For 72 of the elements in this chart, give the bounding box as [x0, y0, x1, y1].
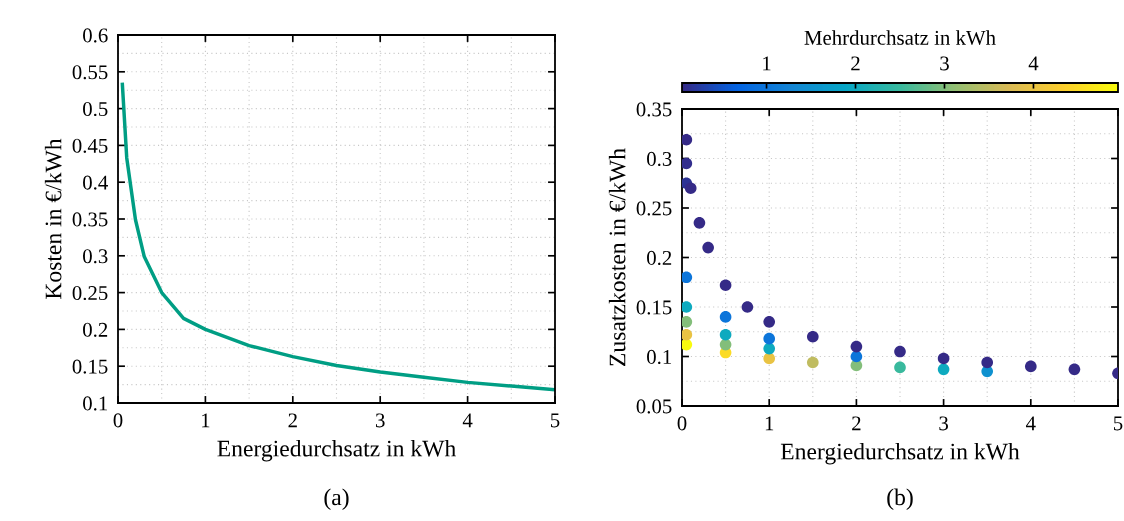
y-tick-label: 0.55 — [72, 65, 108, 80]
point — [894, 345, 906, 358]
point — [806, 356, 819, 369]
point — [763, 316, 776, 328]
point — [684, 182, 697, 195]
text: (b) — [887, 488, 913, 510]
point — [682, 328, 693, 341]
point — [682, 316, 693, 328]
y-tick-label: 0.6 — [83, 28, 108, 43]
x-tick-label: 2 — [852, 416, 861, 431]
point — [806, 330, 819, 343]
x-tick-label: 4 — [1026, 416, 1036, 431]
y-tick-label: 0.2 — [83, 322, 108, 337]
point — [741, 301, 754, 313]
y-tick-label: 0.15 — [72, 359, 108, 374]
point — [682, 157, 693, 170]
y-tick-label: 0.4 — [83, 175, 108, 190]
y-tick-label: 0.1 — [647, 349, 672, 365]
y-axis-title: Kosten in €/kWh — [44, 138, 62, 299]
point — [682, 301, 693, 313]
point — [894, 361, 906, 374]
y-tick-label: 0.15 — [636, 300, 672, 315]
point — [719, 279, 732, 292]
x-tick-label: 2 — [288, 413, 297, 428]
x-tick-label: 1 — [765, 416, 774, 431]
point — [682, 133, 693, 146]
point — [1068, 363, 1081, 376]
y-tick-label: 0.05 — [636, 399, 672, 414]
point — [981, 356, 994, 369]
y-tick-label: 0.3 — [647, 151, 672, 167]
point — [850, 350, 863, 363]
point — [937, 352, 950, 365]
y-tick-label: 0.25 — [72, 285, 108, 301]
y-tick-label: 0.35 — [636, 102, 672, 117]
y-tick-label: 0.5 — [83, 101, 108, 117]
point — [719, 328, 732, 341]
x-axis-title: Energiedurchsatz in kWh — [217, 439, 456, 462]
color-bar-label: 1 — [763, 56, 771, 71]
point — [682, 271, 693, 284]
point — [763, 342, 776, 355]
y-tick-label: 0.35 — [72, 212, 108, 227]
x-tick-label: 0 — [113, 413, 123, 428]
color-bar-title: Mehrdurchsatz in kWh — [804, 30, 996, 45]
y-axis-title: Zusatzkosten in €/kWh — [608, 148, 626, 366]
y-tick-label: 0.25 — [636, 201, 672, 216]
x-tick-label: 5 — [1114, 416, 1123, 431]
color-bar-label: 3 — [940, 56, 949, 71]
color-bar-label: 2 — [851, 56, 860, 71]
point — [719, 311, 732, 323]
point — [763, 352, 776, 365]
y-tick-label: 0.3 — [83, 249, 108, 264]
color-bar-label: 4 — [1028, 56, 1039, 71]
point — [937, 363, 950, 376]
x-tick-label: 1 — [202, 413, 210, 428]
y-tick-label: 0.2 — [647, 250, 672, 266]
point — [1024, 360, 1037, 373]
point — [719, 338, 732, 351]
x-axis-title: Energiedurchsatz in kWh — [780, 442, 1020, 465]
x-tick-label: 3 — [375, 413, 385, 428]
y-tick-label: 0.1 — [83, 396, 108, 411]
point — [763, 332, 776, 345]
x-tick-label: 3 — [939, 416, 948, 431]
point — [702, 241, 714, 254]
y-tick-label: 0.45 — [72, 138, 108, 153]
line-series — [120, 82, 555, 392]
text: (a) — [324, 488, 349, 510]
point — [850, 340, 863, 353]
x-tick-label: 4 — [462, 413, 473, 428]
point — [682, 338, 693, 351]
x-tick-label: 5 — [551, 413, 560, 428]
point — [693, 217, 706, 229]
x-tick-label: 0 — [677, 416, 687, 431]
